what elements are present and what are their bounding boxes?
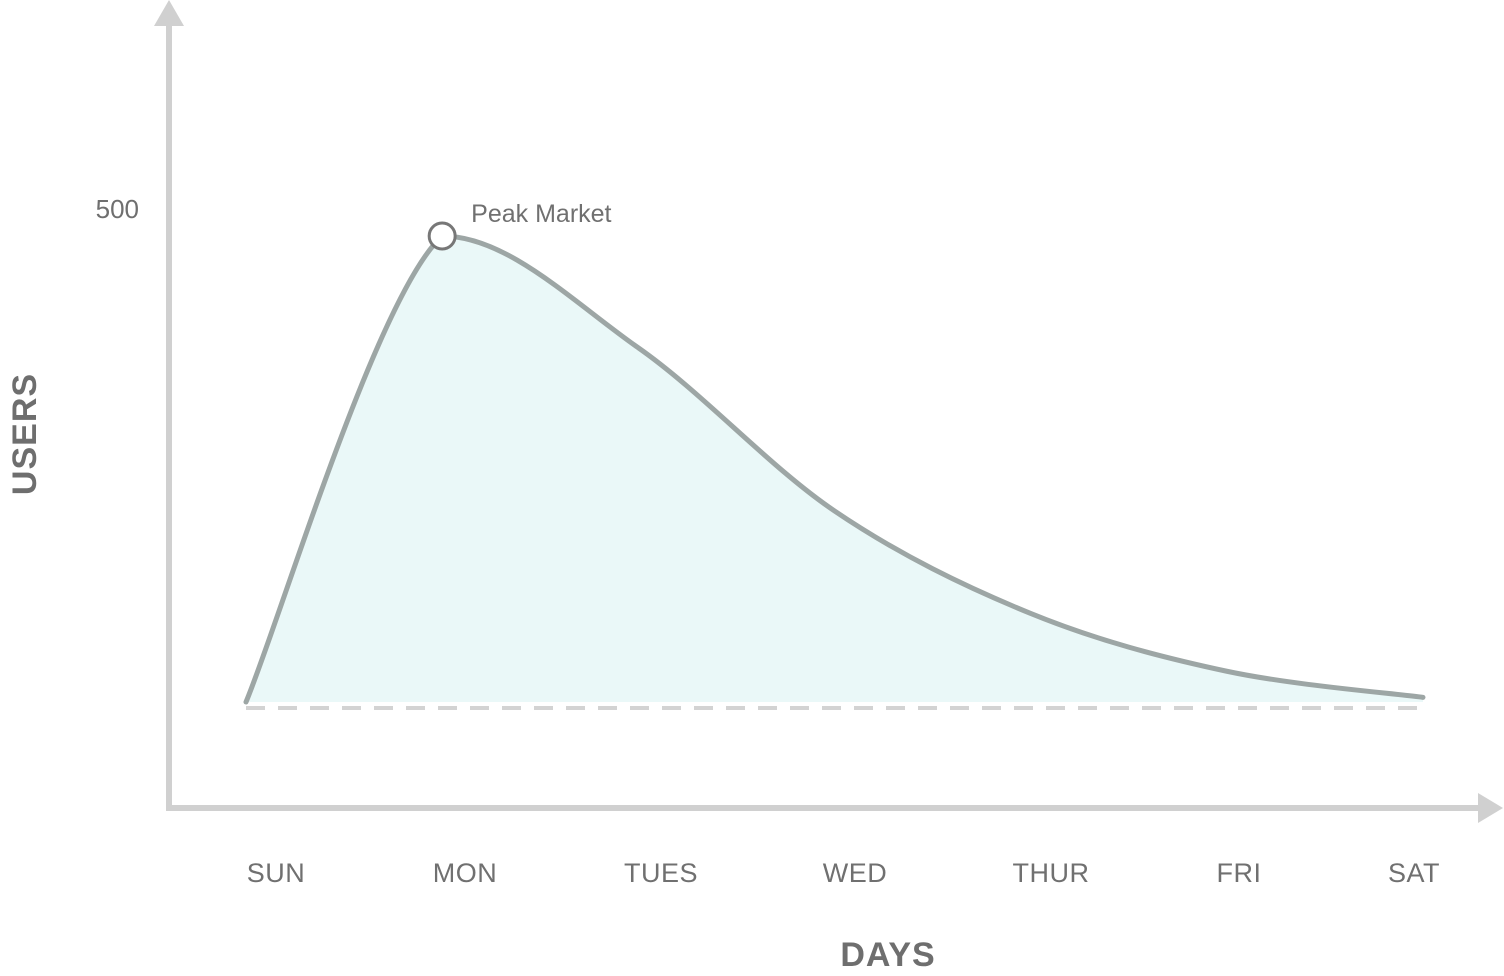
x-axis-title: DAYS	[840, 936, 935, 974]
peak-marker	[427, 221, 457, 251]
peak-market-annotation: Peak Market	[471, 200, 611, 228]
x-tick-label-tues: TUES	[624, 858, 698, 888]
y-axis-title: USERS	[6, 373, 44, 495]
y-axis-arrow-icon	[154, 0, 184, 26]
x-axis-arrow-icon	[1478, 793, 1503, 823]
x-tick-label-thur: THUR	[1013, 858, 1090, 888]
series-line	[243, 233, 1426, 705]
x-ticks: SUN MON TUES WED THUR FRI SAT	[247, 858, 1440, 888]
x-tick-label-sat: SAT	[1388, 858, 1440, 888]
y-tick-label: 500	[96, 194, 139, 224]
y-ticks: 500	[96, 194, 139, 224]
x-tick-label-sun: SUN	[247, 858, 306, 888]
x-tick-label-wed: WED	[823, 858, 888, 888]
x-tick-label-mon: MON	[433, 858, 498, 888]
x-tick-label-fri: FRI	[1217, 858, 1262, 888]
area-fill	[246, 236, 1423, 702]
